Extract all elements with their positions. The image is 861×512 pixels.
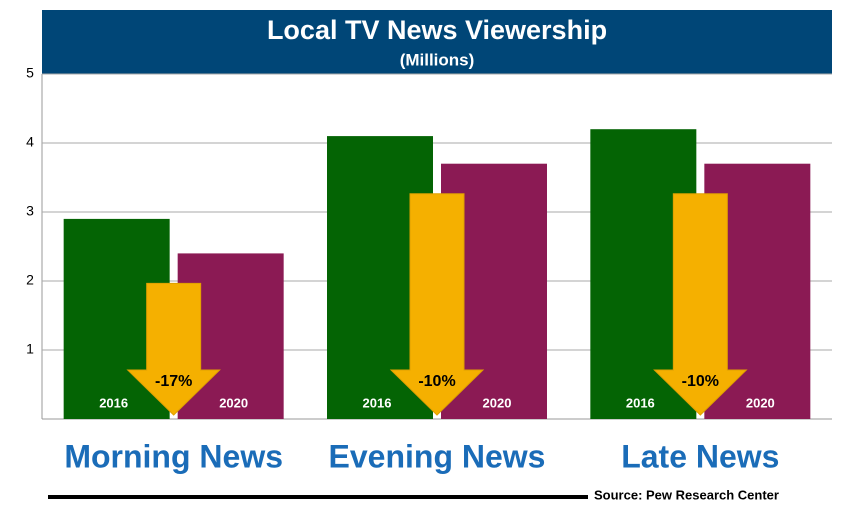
title-bar [42,10,832,74]
series-label: 2016 [363,395,392,410]
y-tick-label: 4 [26,134,34,150]
change-label: -17% [155,373,192,390]
series-label: 2020 [483,395,512,410]
y-tick-label: 5 [26,65,34,81]
series-label: 2020 [746,395,775,410]
y-tick-label: 3 [26,203,34,219]
source: Source: Pew Research Center [594,487,779,502]
change-label: -10% [682,373,719,390]
chart-title: Local TV News Viewership [267,15,607,45]
series-label: 2020 [219,395,248,410]
change-label: -10% [418,373,455,390]
x-tick-label: Late News [621,438,779,474]
change-arrow [389,193,485,416]
chart-subtitle: (Millions) [400,50,475,69]
y-tick-label: 2 [26,272,34,288]
change-arrow [126,282,221,416]
y-tick-label: 1 [26,341,34,357]
x-tick-label: Evening News [329,438,546,474]
series-label: 2016 [99,395,128,410]
x-tick-label: Morning News [64,438,283,474]
change-arrow [653,193,748,416]
series-label: 2016 [626,395,655,410]
